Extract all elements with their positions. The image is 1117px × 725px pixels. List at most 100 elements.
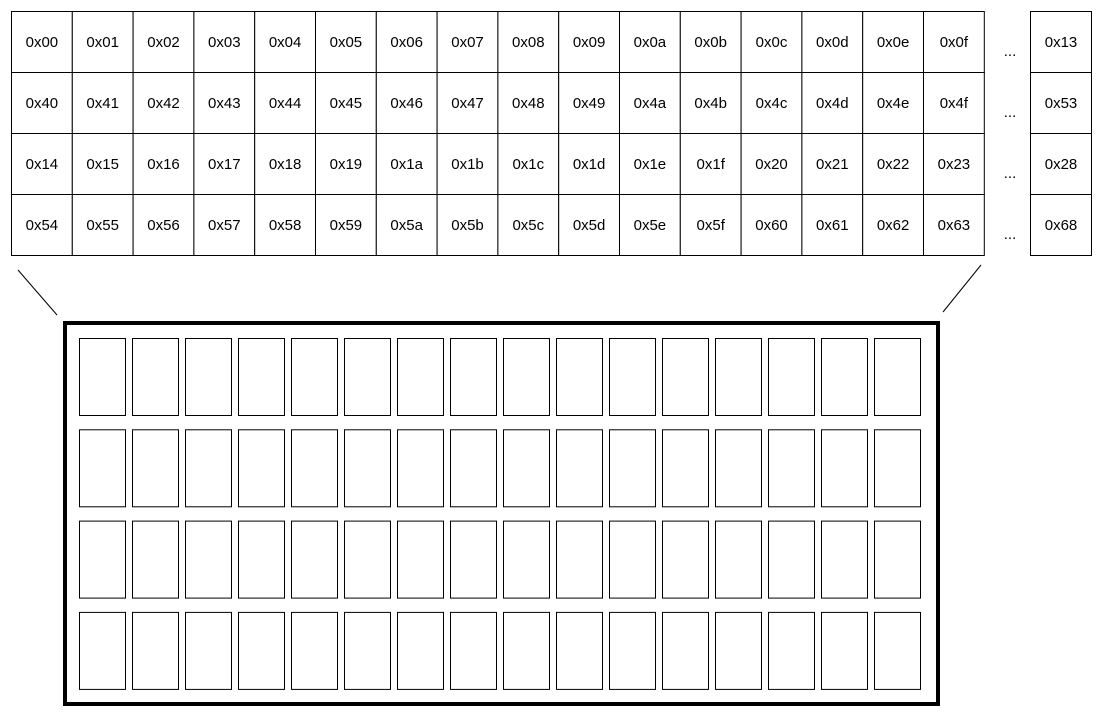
address-cell xyxy=(254,194,316,256)
address-cell xyxy=(923,72,985,134)
address-label: 0x48 xyxy=(512,95,545,112)
address-cell xyxy=(862,133,925,195)
address-cell xyxy=(436,72,499,134)
address-cell xyxy=(436,133,499,195)
character-cell xyxy=(79,338,126,416)
address-cell xyxy=(315,72,377,134)
address-label: 0x57 xyxy=(208,217,241,234)
address-cell xyxy=(11,72,73,134)
character-cell xyxy=(556,520,603,599)
address-label: 0x1d xyxy=(573,156,606,173)
character-cell xyxy=(185,338,232,416)
character-cell xyxy=(874,429,921,508)
character-cell xyxy=(609,611,656,690)
address-cell xyxy=(132,133,195,195)
address-label: 0x0f xyxy=(940,34,969,51)
zoom-connector-left xyxy=(17,269,58,316)
zoom-connector-right xyxy=(942,264,982,313)
address-label: 0x4c xyxy=(756,95,788,112)
address-cell xyxy=(679,11,742,73)
address-label: 0x60 xyxy=(755,217,788,234)
address-label: 0x5f xyxy=(697,217,726,234)
character-cell xyxy=(821,520,868,599)
character-cell xyxy=(344,611,391,690)
character-cell xyxy=(132,429,179,508)
character-cell xyxy=(821,429,868,508)
character-cell xyxy=(79,520,126,599)
address-label: 0x5b xyxy=(451,217,484,234)
address-cell xyxy=(497,133,560,195)
address-label: 0x17 xyxy=(208,156,241,173)
address-cell xyxy=(132,194,195,256)
character-cell xyxy=(768,429,815,508)
address-cell xyxy=(375,194,438,256)
address-label: 0x05 xyxy=(330,34,363,51)
address-cell xyxy=(497,194,560,256)
address-label: 0x13 xyxy=(1045,34,1078,51)
character-cell xyxy=(768,611,815,690)
address-cell xyxy=(71,133,134,195)
address-cell xyxy=(801,133,864,195)
lcd-display-frame xyxy=(63,321,940,706)
character-cell xyxy=(397,429,444,508)
address-label: 0x00 xyxy=(26,34,59,51)
character-cell xyxy=(609,338,656,416)
address-label: 0x61 xyxy=(816,217,849,234)
character-cell xyxy=(715,611,762,690)
address-cell xyxy=(558,11,621,73)
address-label: 0x4a xyxy=(634,95,667,112)
character-cell xyxy=(397,611,444,690)
character-cell xyxy=(715,338,762,416)
address-label: 0x4e xyxy=(877,95,910,112)
address-label: 0x42 xyxy=(147,95,180,112)
address-cell xyxy=(254,72,316,134)
address-cell xyxy=(254,133,316,195)
character-cell xyxy=(238,611,285,690)
character-cell xyxy=(450,520,497,599)
lcd-character-grid xyxy=(79,338,921,690)
address-label: 0x20 xyxy=(755,156,788,173)
character-cell xyxy=(556,429,603,508)
address-cell xyxy=(923,194,985,256)
address-cell xyxy=(315,194,377,256)
address-cell xyxy=(740,133,803,195)
character-cell xyxy=(768,338,815,416)
address-label: 0x5a xyxy=(390,217,423,234)
address-label: 0x01 xyxy=(86,34,119,51)
address-cell xyxy=(132,72,195,134)
character-cell xyxy=(397,338,444,416)
address-label: 0x45 xyxy=(330,95,363,112)
character-cell xyxy=(185,429,232,508)
address-cell xyxy=(193,72,256,134)
address-label: 0x68 xyxy=(1045,217,1078,234)
address-cell xyxy=(71,72,134,134)
character-cell xyxy=(874,520,921,599)
character-cell xyxy=(874,611,921,690)
address-cell xyxy=(801,11,864,73)
address-label: 0x54 xyxy=(26,217,59,234)
address-cell xyxy=(619,194,681,256)
character-cell xyxy=(715,429,762,508)
address-label: 0x62 xyxy=(877,217,910,234)
character-cell xyxy=(609,520,656,599)
character-cell xyxy=(397,520,444,599)
ellipsis: ... xyxy=(1004,165,1017,182)
address-cell xyxy=(740,194,803,256)
character-cell xyxy=(344,429,391,508)
address-table: 0x00 0x01 0x02 0x03 0x04 0x05 0x06 0x07 0x08 0x09… xyxy=(11,11,1092,256)
address-label: 0x5c xyxy=(512,217,544,234)
address-cell xyxy=(193,194,256,256)
character-cell xyxy=(291,611,338,690)
address-label: 0x4f xyxy=(940,95,969,112)
address-label: 0x5d xyxy=(573,217,606,234)
character-cell xyxy=(450,338,497,416)
address-label: 0x1c xyxy=(512,156,544,173)
character-cell xyxy=(344,520,391,599)
address-label: 0x07 xyxy=(451,34,484,51)
address-label: 0x44 xyxy=(269,95,302,112)
address-label: 0x18 xyxy=(269,156,302,173)
character-cell xyxy=(662,611,709,690)
character-cell xyxy=(662,429,709,508)
address-label: 0x40 xyxy=(26,95,59,112)
address-cell-last xyxy=(1030,133,1092,195)
